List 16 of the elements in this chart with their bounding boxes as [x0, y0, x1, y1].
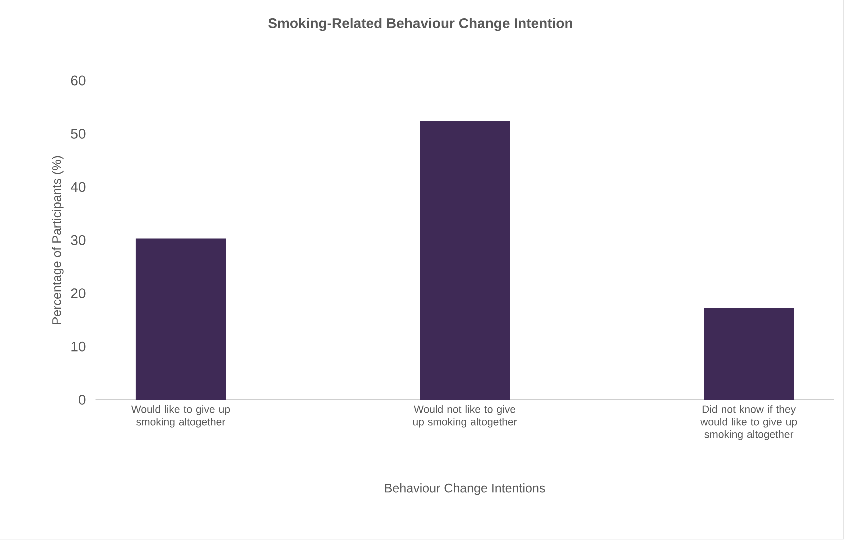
- y-tick-label: 50: [71, 129, 86, 140]
- x-tick-label: Did not know if they would like to give up smoking altogether: [700, 406, 798, 440]
- bar: [420, 121, 510, 400]
- y-tick-label: 40: [70, 182, 86, 192]
- x-tick-label: Would not like to give up smoking altogether: [413, 406, 518, 428]
- y-tick-label: 30: [71, 236, 86, 246]
- y-axis-title: Percentage of Participants (%): [52, 156, 64, 324]
- x-tick-label: Would like to give up smoking altogether: [131, 406, 230, 428]
- y-tick-label: 20: [71, 288, 86, 299]
- y-tick-label: 10: [72, 342, 86, 352]
- bar: [136, 238, 226, 400]
- chart-title: Smoking-Related Behaviour Change Intention: [268, 18, 572, 32]
- bar: [704, 308, 794, 400]
- y-tick-label: 0: [79, 395, 86, 406]
- x-axis-title: Behaviour Change Intentions: [385, 484, 546, 496]
- y-tick-label: 60: [71, 76, 86, 86]
